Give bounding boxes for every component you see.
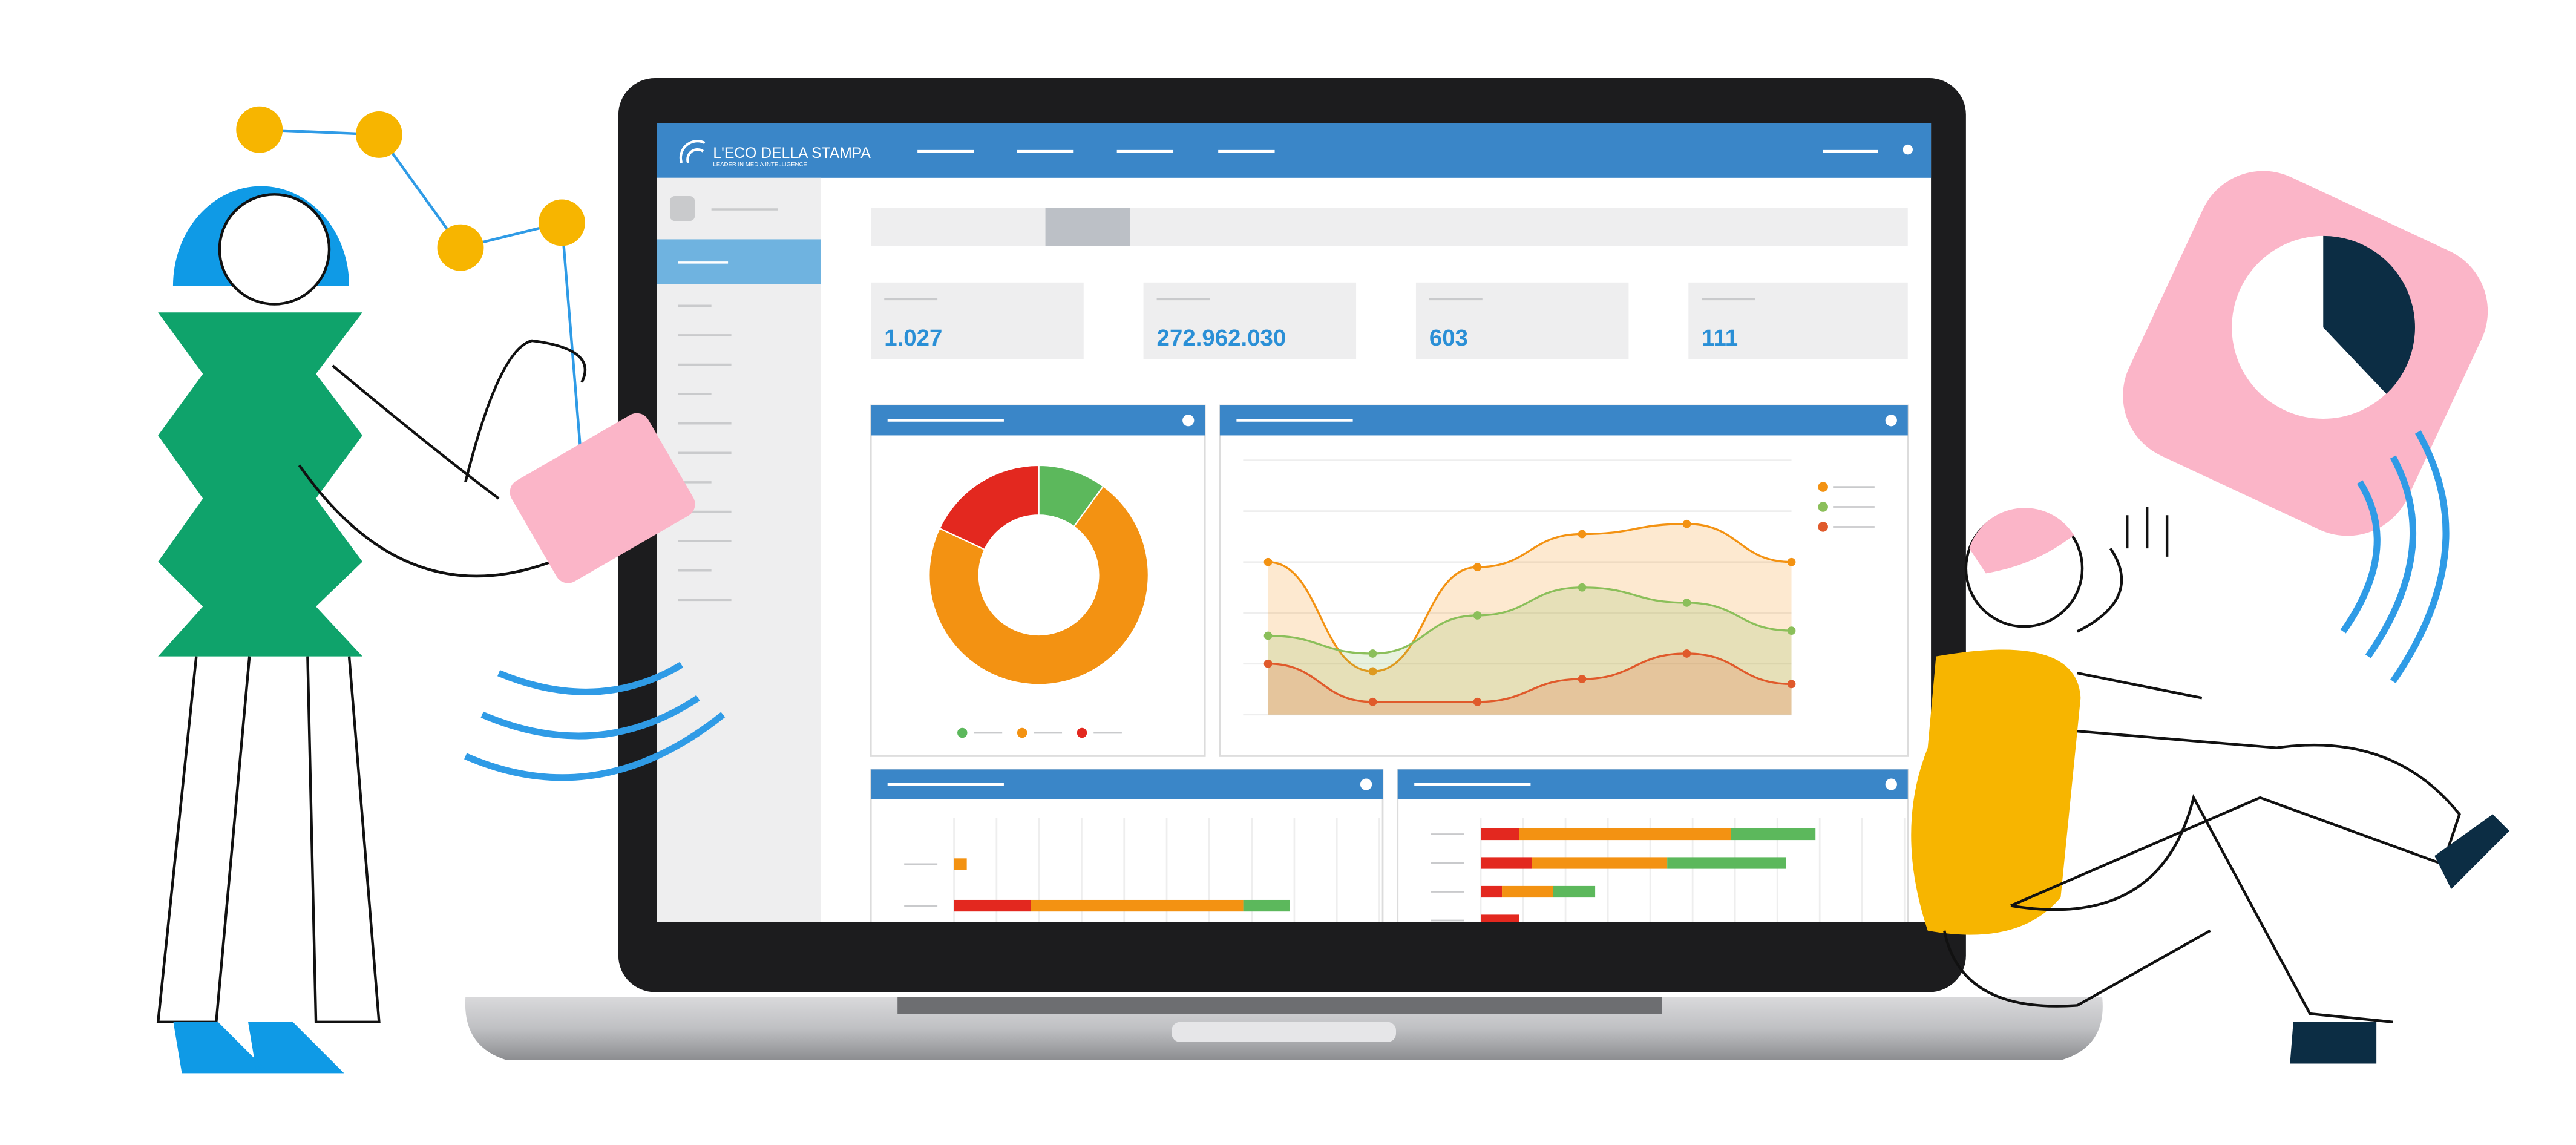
- point: [1682, 519, 1691, 528]
- screen: L'ECO DELLA STAMPA LEADER IN MEDIA INTEL…: [657, 123, 1932, 923]
- point: [1263, 659, 1273, 668]
- panel: [1219, 404, 1909, 757]
- sidebar: [657, 177, 821, 923]
- man: [1911, 171, 2509, 1064]
- laptop-hinge: [897, 997, 1662, 1014]
- donut-slice: [928, 485, 1149, 686]
- bar-segment: [1031, 899, 1244, 912]
- legend-dot: [1818, 522, 1828, 532]
- bar-segment: [1481, 828, 1519, 841]
- bar-segment: [1481, 857, 1532, 869]
- bar-segment: [1481, 914, 1519, 923]
- bar-segment: [1502, 885, 1553, 898]
- avatar: [669, 196, 695, 221]
- point: [1578, 583, 1587, 592]
- bar-segment: [1532, 857, 1668, 869]
- bar-segment: [1731, 828, 1816, 841]
- kpi-value: 111: [1702, 325, 1738, 351]
- area: [1268, 523, 1792, 715]
- kpi-value: 1.027: [884, 325, 942, 351]
- user-icon[interactable]: [1903, 144, 1913, 155]
- logo-mark: [679, 140, 706, 163]
- panel-toggle[interactable]: [1182, 415, 1195, 427]
- legend-dot: [1818, 482, 1828, 492]
- bar-segment: [954, 858, 967, 870]
- area: [1268, 653, 1792, 715]
- point: [1787, 626, 1796, 635]
- point: [1473, 697, 1482, 706]
- legend-dot: [1818, 502, 1828, 512]
- tagline: LEADER IN MEDIA INTELLIGENCE: [713, 162, 807, 168]
- point: [1368, 649, 1377, 658]
- point: [1473, 611, 1482, 620]
- point: [1578, 675, 1587, 683]
- point: [1578, 530, 1587, 539]
- panel-toggle[interactable]: [1885, 778, 1897, 790]
- kpi-card: [1688, 282, 1908, 359]
- point: [1368, 697, 1377, 706]
- bar-segment: [1667, 857, 1786, 869]
- point: [1787, 557, 1796, 566]
- bar-segment: [954, 899, 1031, 912]
- legend-dot: [957, 727, 968, 738]
- top-bar: [657, 123, 1932, 178]
- line: [1268, 652, 1792, 703]
- point: [1787, 680, 1796, 689]
- legend-dot: [1017, 727, 1027, 738]
- point: [1682, 649, 1691, 658]
- search-button[interactable]: [1045, 208, 1130, 246]
- point: [1682, 599, 1691, 607]
- line: [1268, 523, 1792, 673]
- kpi-value: 603: [1429, 325, 1468, 351]
- kpi-value: 272.962.030: [1157, 325, 1286, 351]
- area: [1268, 587, 1792, 715]
- sidebar-menu[interactable]: [678, 208, 778, 602]
- bar-segment: [1243, 899, 1290, 912]
- search-bar[interactable]: [871, 208, 1908, 246]
- donut-slice: [939, 464, 1040, 551]
- point: [1368, 667, 1377, 676]
- bar-segment: [1553, 885, 1596, 898]
- bar-segment: [1519, 828, 1731, 841]
- laptop-notch: [1172, 1022, 1396, 1042]
- point: [1473, 563, 1482, 571]
- kpi-card: [871, 282, 1084, 359]
- line: [1268, 586, 1792, 655]
- kpi-card: [1415, 282, 1629, 359]
- panel-toggle[interactable]: [1360, 778, 1372, 790]
- point: [1263, 557, 1273, 566]
- legend-dot: [1077, 727, 1087, 738]
- bar-segment: [1481, 885, 1503, 898]
- point: [1263, 631, 1273, 640]
- panel: [870, 404, 1206, 757]
- woman: [156, 106, 726, 1074]
- brand: L'ECO DELLA STAMPA: [713, 145, 871, 162]
- panel-toggle[interactable]: [1885, 415, 1897, 427]
- kpi-card: [1143, 282, 1357, 359]
